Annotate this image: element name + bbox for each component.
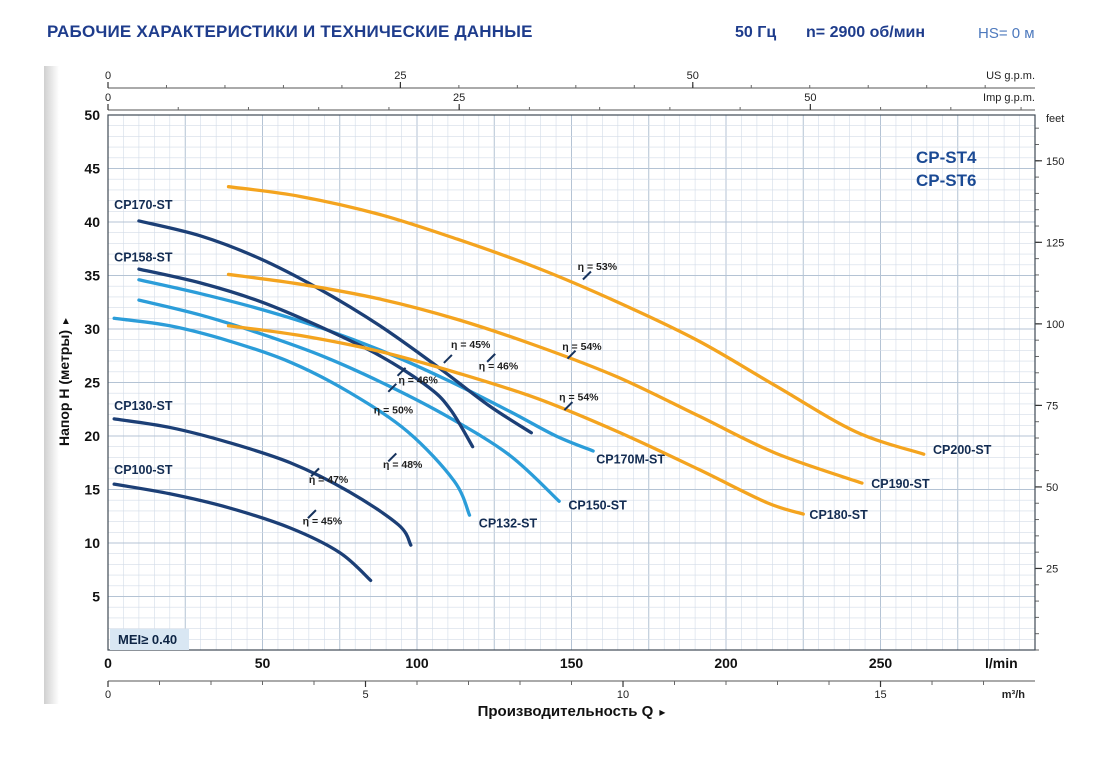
efficiency-marker	[582, 270, 592, 281]
y-tick-label: 40	[84, 214, 100, 230]
y-tick-label: 5	[92, 589, 100, 605]
y-axis-title: Напор H (метры) ▸	[56, 182, 72, 582]
pump-family-label: CP-ST4 CP-ST6	[916, 146, 976, 192]
curve-CP130-ST	[112, 417, 413, 547]
curve-label-CP170-ST: CP170-ST	[114, 198, 173, 212]
efficiency-label: η = 48%	[383, 459, 423, 471]
bottom-axis-tick-label: 0	[105, 689, 111, 701]
right-axis-tick-label: 50	[1046, 482, 1058, 494]
suction-head-label: HS= 0 м	[978, 25, 1035, 42]
plot-frame	[107, 114, 1036, 651]
efficiency-marker	[396, 367, 407, 377]
curve-CP150-ST	[137, 298, 561, 503]
x-axis-unit-label: l/min	[985, 655, 1018, 671]
y-tick-label: 20	[84, 428, 100, 444]
y-tick-label: 45	[84, 161, 100, 177]
efficiency-label: η = 46%	[398, 374, 438, 386]
bottom-axis-tick-label: 15	[874, 689, 886, 701]
family-cp-st4-label: CP-ST4	[916, 148, 977, 167]
y-axis-title-text: Напор H (метры)	[56, 330, 72, 447]
y-tick-label: 10	[84, 535, 100, 551]
y-tick-label: 30	[84, 321, 100, 337]
top-axis-tick-label: 0	[105, 92, 111, 104]
x-axis-title-text: Производительность Q	[477, 703, 654, 720]
efficiency-marker	[387, 452, 397, 463]
y-tick-label: 15	[84, 482, 100, 498]
curve-CP200-ST	[226, 185, 926, 456]
efficiency-marker	[307, 509, 317, 519]
x-tick-label: 150	[560, 655, 584, 671]
top-axis-tick-label: 50	[687, 70, 699, 82]
x-axis-title: Производительность Q ▸	[108, 703, 1035, 720]
x-tick-label: 100	[405, 655, 429, 671]
up-arrow-icon: ▸	[58, 317, 72, 325]
efficiency-label: η = 54%	[559, 391, 599, 403]
x-tick-label: 200	[714, 655, 738, 671]
right-axis-unit-label: feet	[1046, 113, 1064, 125]
efficiency-label: η = 45%	[303, 516, 343, 528]
bottom-axis-unit-label: m³/h	[1002, 689, 1026, 701]
curve-label-CP170M-ST: CP170M-ST	[596, 453, 665, 467]
curve-label-CP132-ST: CP132-ST	[479, 517, 538, 531]
curve-CP170-ST	[137, 219, 533, 435]
curve-CP158-ST	[137, 267, 475, 449]
x-tick-label: 250	[869, 655, 893, 671]
frequency-label: 50 Гц	[735, 24, 777, 41]
curve-CP180-ST	[226, 324, 805, 516]
efficiency-label: η = 53%	[578, 261, 618, 273]
curve-label-CP200-ST: CP200-ST	[933, 443, 992, 457]
efficiency-marker	[563, 401, 574, 411]
efficiency-label: η = 50%	[374, 404, 414, 416]
page-edge-shade	[44, 66, 59, 704]
efficiency-marker	[387, 383, 397, 393]
speed-label: n= 2900 об/мин	[806, 24, 926, 41]
right-axis-tick-label: 150	[1046, 156, 1064, 168]
page-title: РАБОЧИЕ ХАРАКТЕРИСТИКИ И ТЕХНИЧЕСКИЕ ДАН…	[47, 22, 533, 41]
efficiency-label: η = 47%	[309, 474, 349, 486]
top-axis-tick-label: 0	[105, 70, 111, 82]
efficiency-label: η = 54%	[562, 341, 602, 353]
curve-CP132-ST	[112, 316, 472, 517]
y-tick-label: 50	[84, 107, 100, 123]
right-axis-tick-label: 75	[1046, 400, 1058, 412]
x-tick-label: 50	[255, 655, 271, 671]
curve-CP100-ST	[112, 482, 373, 583]
right-axis-tick-label: 25	[1046, 563, 1058, 575]
top-axis-unit-label: US g.p.m.	[986, 70, 1035, 82]
curve-CP190-ST	[226, 272, 864, 485]
bottom-axis-tick-label: 10	[617, 689, 629, 701]
top-axis-unit-label: Imp g.p.m.	[983, 92, 1035, 104]
curve-label-CP158-ST: CP158-ST	[114, 250, 173, 264]
efficiency-marker	[486, 353, 496, 363]
y-tick-label: 25	[84, 375, 100, 391]
efficiency-marker	[310, 467, 320, 478]
efficiency-label: η = 46%	[479, 360, 519, 372]
right-axis-tick-label: 125	[1046, 237, 1064, 249]
bottom-axis-tick-label: 5	[362, 689, 368, 701]
x-tick-label: 0	[104, 655, 112, 671]
family-cp-st6-label: CP-ST6	[916, 171, 977, 190]
curve-label-CP100-ST: CP100-ST	[114, 463, 173, 477]
curve-label-CP180-ST: CP180-ST	[809, 508, 868, 522]
curve-label-CP130-ST: CP130-ST	[114, 399, 173, 413]
curve-label-CP150-ST: CP150-ST	[568, 499, 627, 513]
y-tick-label: 35	[84, 268, 100, 284]
efficiency-marker	[443, 354, 453, 364]
top-axis-tick-label: 50	[804, 92, 816, 104]
efficiency-label: η = 45%	[451, 339, 491, 351]
mei-badge: MEI≥ 0.40	[110, 629, 190, 650]
right-axis-tick-label: 100	[1046, 319, 1064, 331]
right-arrow-icon: ▸	[659, 705, 666, 719]
efficiency-marker	[566, 349, 577, 360]
top-axis-tick-label: 25	[394, 70, 406, 82]
curve-label-CP190-ST: CP190-ST	[871, 477, 930, 491]
top-axis-tick-label: 25	[453, 92, 465, 104]
